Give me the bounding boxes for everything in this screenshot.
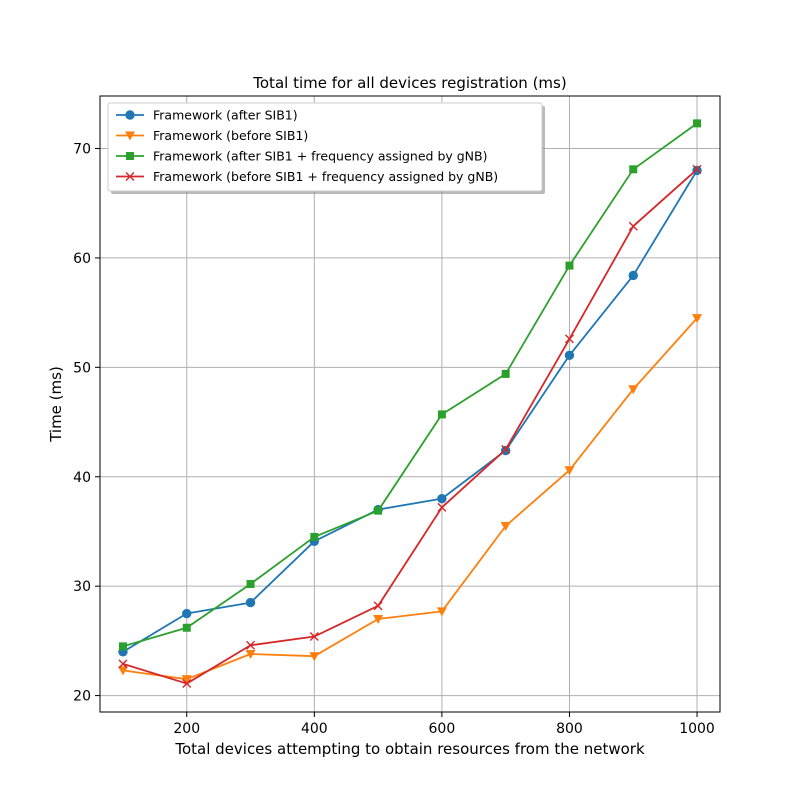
x-axis-ticks: 200 400 600 800 1000 [173, 712, 715, 737]
x-tick-label: 800 [556, 721, 583, 737]
data-point [373, 614, 384, 624]
legend-item: Framework (after SIB1) [116, 108, 298, 123]
data-point [182, 679, 192, 689]
data-point [118, 659, 128, 669]
data-point [693, 119, 702, 128]
data-point [501, 444, 511, 454]
legend-label: Framework (after SIB1 + frequency assign… [153, 149, 488, 164]
data-point [564, 334, 574, 344]
series-3 [118, 119, 702, 651]
data-point [628, 270, 638, 281]
plot-frame [99, 95, 721, 713]
data-point [310, 532, 319, 541]
x-tick-label: 1000 [679, 721, 715, 737]
y-tick-label: 30 [73, 579, 91, 595]
series-group [117, 119, 703, 689]
data-point [564, 466, 575, 476]
y-tick-label: 70 [73, 142, 91, 158]
data-point [245, 650, 256, 660]
legend-marker [125, 172, 135, 181]
legend-box [107, 102, 543, 192]
series-line [122, 317, 698, 681]
data-point [629, 165, 638, 174]
data-point [309, 632, 319, 641]
x-tick-label: 200 [173, 721, 200, 737]
y-tick-label: 60 [73, 251, 91, 267]
data-point [564, 350, 575, 361]
series-2 [117, 314, 703, 685]
data-point [246, 640, 256, 650]
data-point [628, 221, 638, 231]
data-point [373, 601, 383, 611]
legend-item: Framework (before SIB1) [116, 128, 308, 143]
y-tick-label: 50 [73, 360, 91, 376]
legend-label: Framework (before SIB1) [153, 128, 308, 143]
data-point [374, 506, 383, 515]
data-point [501, 369, 510, 378]
data-point [437, 493, 447, 504]
data-point [182, 608, 192, 619]
legend: Framework (after SIB1) Framework (before … [107, 102, 545, 194]
data-point [437, 502, 447, 512]
data-point [182, 623, 191, 632]
legend-marker [125, 110, 135, 120]
legend-marker [126, 152, 134, 160]
series-line [122, 122, 698, 648]
data-point [181, 675, 192, 685]
data-point [245, 597, 256, 608]
chart-title: Total time for all devices registration … [252, 74, 566, 92]
y-axis-ticks: 20 30 40 50 60 70 [73, 142, 100, 705]
legend-marker [125, 131, 135, 141]
y-tick-label: 40 [73, 470, 91, 486]
legend-label: Framework (after SIB1) [153, 108, 298, 123]
data-point [437, 410, 446, 419]
data-point [117, 666, 128, 676]
series-4 [118, 164, 702, 689]
series-line [122, 169, 698, 653]
series-line [122, 168, 698, 685]
data-point [246, 579, 255, 588]
data-point [565, 261, 574, 270]
x-tick-label: 600 [429, 721, 456, 737]
data-point [436, 607, 447, 617]
legend-item: Framework (before SIB1 + frequency assig… [116, 169, 498, 184]
data-point [118, 642, 127, 651]
data-point [500, 521, 511, 531]
x-tick-label: 400 [301, 721, 328, 737]
legend-item: Framework (after SIB1 + frequency assign… [116, 149, 488, 164]
x-axis-label: Total devices attempting to obtain resou… [174, 740, 645, 758]
legend-label: Framework (before SIB1 + frequency assig… [153, 169, 498, 184]
data-point [692, 164, 702, 174]
data-point [628, 385, 639, 395]
y-tick-label: 20 [73, 689, 91, 705]
data-point [692, 314, 703, 324]
y-axis-label: Time (ms) [47, 366, 65, 443]
data-point [309, 652, 320, 662]
